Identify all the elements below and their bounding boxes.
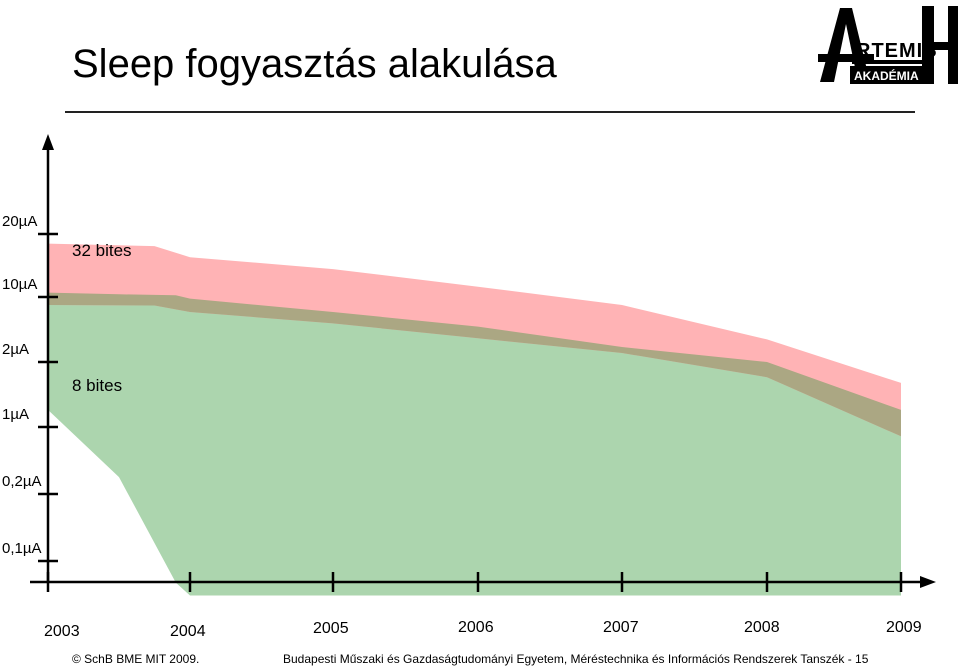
series-label-8-bites: 8 bites (72, 376, 122, 395)
x-tick-label: 2006 (458, 619, 494, 636)
x-tick-label: 2009 (886, 619, 922, 636)
x-tick-label: 2008 (744, 619, 780, 636)
y-tick-label: 20µA (2, 213, 37, 230)
artemis-akademia-logo: RTEMIS AKADÉMIA (818, 6, 958, 84)
y-tick-label: 2µA (2, 341, 29, 358)
x-tick-label: 2007 (603, 619, 639, 636)
area-8-bites (48, 292, 901, 596)
x-axis-arrow (920, 576, 936, 588)
chart-axes (30, 134, 936, 592)
slide-title: Sleep fogyasztás alakulása (72, 42, 557, 86)
x-tick-label: 2003 (44, 623, 80, 640)
title-divider (65, 111, 915, 113)
chart-labels: 20µA 10µA 2µA 1µA 0,2µA 0,1µA 2003 2004 2005 2006… (2, 213, 922, 640)
chart-areas (48, 243, 901, 596)
y-axis-arrow (42, 134, 54, 150)
y-tick-label: 0,1µA (2, 540, 42, 557)
logo-sub-text: AKADÉMIA (854, 68, 919, 83)
x-tick-label: 2005 (313, 620, 349, 637)
y-tick-label: 0,2µA (2, 473, 42, 490)
x-tick-label: 2004 (170, 623, 206, 640)
y-tick-label: 10µA (2, 276, 37, 293)
y-tick-label: 1µA (2, 406, 29, 423)
logo-main-text: RTEMIS (856, 40, 938, 62)
footer-copyright: © SchB BME MIT 2009. (72, 652, 200, 666)
footer-institution: Budapesti Műszaki és Gazdaságtudományi E… (283, 652, 869, 666)
area-32-bites (48, 243, 901, 437)
series-label-32-bites: 32 bites (72, 241, 132, 260)
